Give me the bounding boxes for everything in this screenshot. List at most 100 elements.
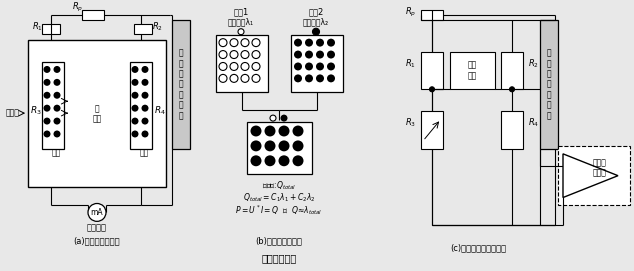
Circle shape: [316, 51, 324, 59]
Circle shape: [305, 75, 313, 82]
Circle shape: [44, 66, 51, 73]
Circle shape: [53, 79, 60, 86]
Text: $R_p$: $R_p$: [72, 1, 84, 14]
Text: 测量信号: 测量信号: [87, 224, 107, 233]
Circle shape: [327, 51, 335, 59]
Circle shape: [280, 115, 287, 122]
Circle shape: [278, 125, 290, 137]
Circle shape: [313, 28, 320, 35]
Bar: [501, 51, 523, 89]
Text: $R_1$: $R_1$: [405, 57, 416, 70]
Circle shape: [294, 39, 302, 47]
Circle shape: [141, 118, 148, 125]
Text: (a)单臂型连接示意: (a)单臂型连接示意: [74, 237, 120, 246]
Bar: [421, 111, 443, 149]
Bar: [421, 10, 443, 20]
Circle shape: [316, 75, 324, 82]
Circle shape: [305, 39, 313, 47]
Polygon shape: [563, 154, 618, 198]
Circle shape: [230, 75, 238, 82]
Circle shape: [141, 105, 148, 112]
Circle shape: [241, 39, 249, 47]
Circle shape: [141, 66, 148, 73]
Bar: [216, 35, 268, 92]
Circle shape: [53, 92, 60, 99]
Circle shape: [238, 29, 244, 35]
Circle shape: [44, 92, 51, 99]
Circle shape: [270, 115, 276, 121]
Circle shape: [53, 131, 60, 137]
Circle shape: [264, 125, 276, 137]
Bar: [540, 20, 558, 149]
Text: 样气入: 样气入: [6, 109, 20, 118]
Circle shape: [305, 63, 313, 70]
Circle shape: [219, 39, 227, 47]
Circle shape: [292, 140, 304, 151]
Bar: [501, 111, 523, 149]
Circle shape: [131, 92, 138, 99]
Text: (c)单臂型电路连接示例: (c)单臂型电路连接示例: [450, 244, 506, 253]
Circle shape: [141, 92, 148, 99]
Text: $R_p$: $R_p$: [404, 6, 416, 20]
Circle shape: [327, 39, 335, 47]
Circle shape: [53, 66, 60, 73]
Circle shape: [264, 155, 276, 166]
Text: 单臂型检测器: 单臂型检测器: [261, 253, 297, 263]
Text: 热导系数λ₁: 热导系数λ₁: [228, 17, 254, 26]
Text: 零点
调节: 零点 调节: [467, 61, 477, 80]
Circle shape: [230, 51, 238, 59]
Text: $R_2$: $R_2$: [152, 21, 162, 33]
Circle shape: [327, 75, 335, 82]
Circle shape: [53, 105, 60, 112]
Bar: [42, 62, 64, 149]
Circle shape: [278, 140, 290, 151]
Text: 气出: 气出: [93, 115, 101, 124]
Circle shape: [292, 125, 304, 137]
Circle shape: [219, 63, 227, 70]
Text: (b)单臂型原理示例: (b)单臂型原理示例: [256, 237, 302, 246]
Circle shape: [131, 66, 138, 73]
Text: $Q_{total}=C_1\lambda_1+C_2\lambda_2$: $Q_{total}=C_1\lambda_1+C_2\lambda_2$: [243, 192, 315, 204]
Circle shape: [141, 79, 148, 86]
Circle shape: [294, 51, 302, 59]
Bar: [247, 122, 312, 174]
Text: 恒
压
源
或
恒
流
源: 恒 压 源 或 恒 流 源: [547, 49, 552, 120]
Bar: [42, 24, 60, 34]
Circle shape: [141, 131, 148, 137]
Circle shape: [252, 51, 260, 59]
Circle shape: [294, 63, 302, 70]
Circle shape: [292, 155, 304, 166]
Circle shape: [250, 125, 261, 137]
Text: $R_3$: $R_3$: [30, 105, 42, 117]
Circle shape: [219, 75, 227, 82]
Circle shape: [230, 63, 238, 70]
Circle shape: [44, 118, 51, 125]
Bar: [172, 20, 190, 149]
Bar: [130, 62, 152, 149]
Bar: [134, 24, 152, 34]
Bar: [421, 51, 443, 89]
Circle shape: [316, 39, 324, 47]
Circle shape: [131, 131, 138, 137]
Circle shape: [241, 51, 249, 59]
Circle shape: [250, 155, 261, 166]
Bar: [291, 35, 343, 92]
Circle shape: [316, 63, 324, 70]
Circle shape: [241, 63, 249, 70]
Text: 参比: 参比: [139, 148, 148, 157]
Circle shape: [250, 140, 261, 151]
Text: mA: mA: [91, 208, 103, 217]
Text: 前置放
大电路: 前置放 大电路: [593, 158, 607, 178]
Text: $R_4$: $R_4$: [154, 105, 166, 117]
Bar: [28, 40, 166, 187]
Circle shape: [44, 131, 51, 137]
Circle shape: [131, 79, 138, 86]
Text: $R_3$: $R_3$: [405, 117, 416, 129]
Text: 样: 样: [94, 105, 100, 114]
Text: 测量: 测量: [51, 148, 61, 157]
Bar: [82, 10, 104, 20]
Circle shape: [131, 118, 138, 125]
Text: 组分1: 组分1: [233, 7, 249, 16]
Circle shape: [264, 140, 276, 151]
Text: 混合气:$Q_{total}$: 混合气:$Q_{total}$: [262, 180, 296, 192]
